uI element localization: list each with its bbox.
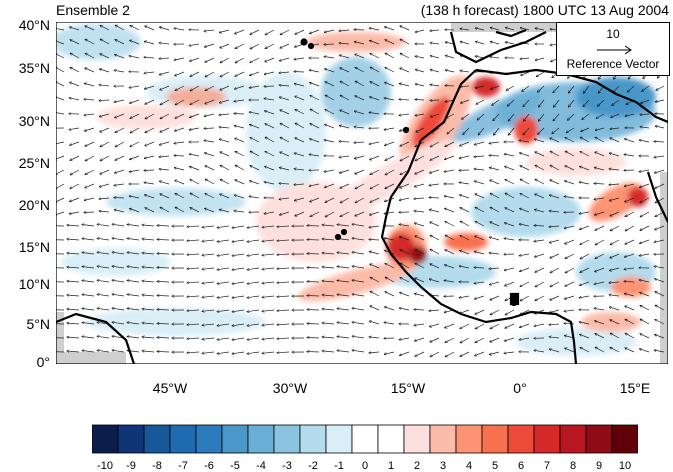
reference-vector-label: Reference Vector [557,57,669,71]
wind-vector [354,30,364,31]
colorbar-cell [456,425,482,453]
wind-vector [307,324,319,325]
colorbar-cell [404,425,430,453]
colorbar-cell [222,425,248,453]
y-tick-15N: 15°N [6,239,50,255]
wind-vector [307,310,319,311]
wind-vector [307,282,319,283]
colorbar-label: 10 [610,460,640,472]
colorbar-cell [534,425,560,453]
y-tick-40N: 40°N [6,17,50,33]
wind-vector [307,338,319,339]
colorbar-cell [170,425,196,453]
colorbar-cell [378,425,404,453]
colorbar-cell [430,425,456,453]
x-tick-45W: 45°W [140,380,200,396]
reference-vector-box: 10 Reference Vector [556,22,670,76]
wind-vector [307,268,319,269]
wind-vector [144,170,154,171]
colorbar-cell [144,425,170,453]
missing-data-bottom [56,352,126,364]
x-tick-15W: 15°W [378,380,438,396]
wind-vector [114,198,124,199]
colorbar-cell [508,425,534,453]
y-tick-25N: 25°N [6,155,50,171]
wind-vector [324,44,334,45]
colorbar-cell [352,425,378,453]
wind-vector [234,114,244,115]
y-tick-10N: 10°N [6,276,50,292]
colorbar-cell [300,425,326,453]
wind-vector [84,212,94,213]
wind-vector [264,86,274,87]
y-tick-30N: 30°N [6,113,50,129]
panel-title: Ensemble 2 [56,2,130,18]
y-tick-35N: 35°N [6,60,50,76]
colorbar-cell [248,425,274,453]
y-tick-5N: 5°N [6,316,50,332]
reference-vector-value: 10 [557,27,669,41]
x-tick-15E: 15°E [605,380,665,396]
wind-vector [307,352,319,353]
x-tick-30W: 30°W [260,380,320,396]
x-tick-0: 0° [490,380,550,396]
y-tick-20N: 20°N [6,197,50,213]
colorbar-cell [560,425,586,453]
colorbar-cell [482,425,508,453]
wind-vector [307,240,319,241]
colorbar [92,424,638,454]
wind-vector [174,156,184,157]
colorbar-cell [612,425,638,453]
wind-vector [307,254,319,255]
colorbar-cell [326,425,352,453]
wind-vector [430,100,439,101]
wind-vector [445,86,454,87]
forecast-time: (138 h forecast) 1800 UTC 13 Aug 2004 [421,2,669,18]
colorbar-cell [196,425,222,453]
reference-arrow-icon [595,45,635,55]
colorbar-cell [92,425,118,453]
y-tick-0: 0° [6,354,50,370]
wind-vector [307,226,319,227]
colorbar-cell [118,425,144,453]
colorbar-cell [274,425,300,453]
missing-data-top [451,22,556,32]
wind-vector [204,128,214,129]
colorbar-cell [586,425,612,453]
wind-vector [307,296,319,297]
wind-vector [294,72,304,73]
